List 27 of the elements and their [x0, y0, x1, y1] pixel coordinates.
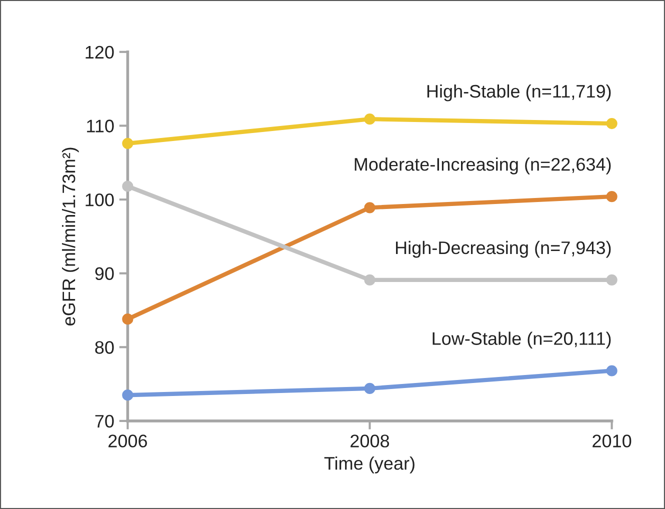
- point: [606, 365, 618, 376]
- x-tick-label: 2006: [108, 434, 147, 448]
- point: [606, 118, 618, 130]
- y-tick-label: 70: [95, 414, 114, 428]
- point: [606, 191, 618, 202]
- series-label: Low-Stable (n=20,111): [432, 332, 611, 349]
- point: [606, 274, 618, 286]
- point: [122, 180, 134, 192]
- point: [122, 390, 134, 401]
- series-label: Moderate-Increasing (n=22,634): [354, 158, 611, 174]
- y-tick-label: 110: [87, 120, 114, 132]
- x-tick-label: 2010: [592, 434, 632, 448]
- y-tick-label: 90: [95, 267, 114, 280]
- y-axis-title: eGFR (ml/min/1.73m²): [62, 148, 79, 326]
- point: [364, 382, 376, 394]
- y-tick-label: 120: [86, 46, 114, 59]
- y-tick-label: 80: [95, 341, 114, 354]
- series-label: High-Stable (n=11,719): [427, 84, 611, 102]
- x-tick-label: 2008: [350, 434, 390, 448]
- point: [364, 114, 376, 125]
- series-label: High-Decreasing (n=7,943): [396, 240, 611, 258]
- y-tick-label: 100: [86, 193, 114, 206]
- point: [364, 202, 376, 214]
- point: [122, 314, 134, 325]
- point: [364, 274, 376, 286]
- point: [122, 138, 134, 149]
- x-axis-title: Time (year): [324, 456, 414, 474]
